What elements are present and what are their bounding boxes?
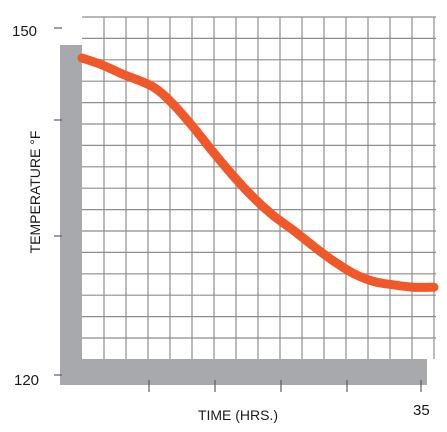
grid-lines <box>82 16 436 359</box>
data-point <box>329 257 337 265</box>
x-tick-label-max: 35 <box>413 402 430 419</box>
x-axis-bar <box>60 359 427 385</box>
data-point <box>309 242 317 250</box>
data-point <box>249 193 257 201</box>
y-tick-label-max: 150 <box>12 23 37 40</box>
data-point <box>189 122 197 130</box>
series-line-temperature <box>77 53 439 292</box>
data-point <box>229 172 237 180</box>
data-point <box>148 83 156 91</box>
data-point <box>289 226 297 234</box>
axis-ticks <box>54 27 422 392</box>
data-point <box>410 283 418 291</box>
y-axis-label: TEMPERATURE °F <box>27 131 43 254</box>
data-point <box>430 283 438 291</box>
data-point <box>370 278 378 286</box>
x-axis-label: TIME (HRS.) <box>198 407 278 423</box>
y-axis-bar <box>60 45 82 385</box>
data-point <box>98 61 106 69</box>
data-point <box>209 148 217 156</box>
data-point <box>390 281 398 289</box>
data-point <box>169 100 177 108</box>
data-point <box>78 54 86 62</box>
data-point <box>118 70 126 78</box>
y-tick-label-min: 120 <box>14 372 39 389</box>
data-point <box>350 270 358 278</box>
axis-frame <box>60 45 427 385</box>
data-point <box>269 211 277 219</box>
